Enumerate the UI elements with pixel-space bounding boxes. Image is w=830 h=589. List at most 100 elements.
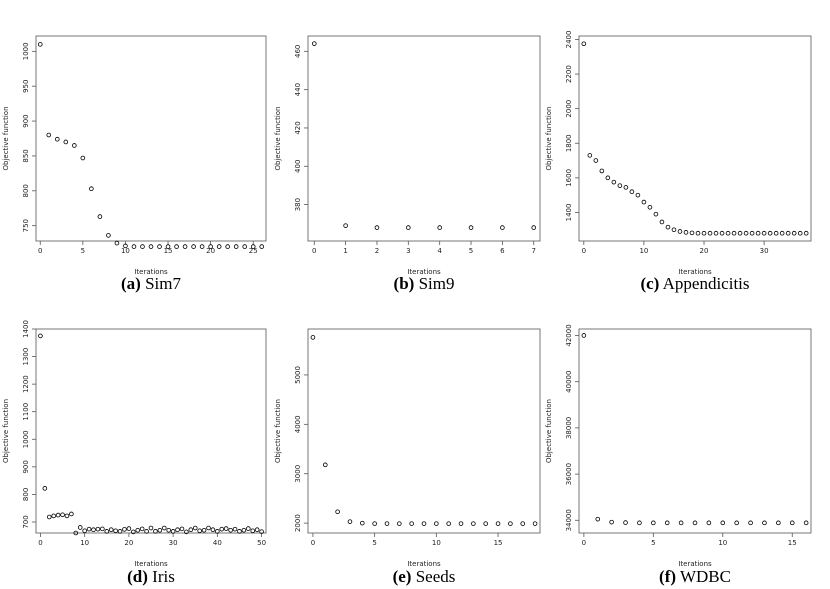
x-tick-label: 30	[760, 247, 769, 255]
x-tick-label: 0	[582, 247, 586, 255]
panel-letter: (e)	[393, 567, 412, 586]
data-point	[664, 520, 670, 526]
panel-name: WDBC	[676, 567, 731, 586]
data-point	[123, 243, 128, 249]
data-point	[54, 136, 60, 142]
x-tick-label: 0	[582, 539, 586, 547]
panel-wdbc: 0 5 10 15 34000 36000 38000 40000 42000 Iteration…	[545, 324, 812, 586]
x-axis-label: Iterations	[678, 268, 712, 276]
data-point	[148, 244, 154, 249]
data-point	[713, 230, 719, 236]
data-point	[191, 244, 196, 249]
data-point	[182, 244, 188, 249]
y-tick-label: 38000	[565, 417, 573, 439]
data-point	[170, 529, 176, 534]
y-tick-label: 1200	[22, 375, 30, 393]
data-point	[678, 520, 684, 526]
y-tick-label: 900	[22, 460, 30, 473]
x-axis-label: Iterations	[134, 268, 168, 276]
data-point	[311, 41, 317, 46]
y-tick-label: 1000	[22, 430, 30, 448]
data-point	[148, 525, 154, 531]
data-point	[153, 529, 158, 534]
data-point	[37, 42, 43, 47]
data-point	[397, 521, 402, 526]
data-point	[184, 529, 189, 535]
data-point	[241, 527, 247, 533]
data-point	[46, 132, 52, 138]
data-point	[63, 139, 69, 145]
y-tick-label: 1000	[22, 42, 30, 60]
data-point	[581, 333, 587, 338]
data-point	[114, 240, 120, 246]
data-point	[706, 520, 712, 526]
data-point	[55, 512, 61, 518]
data-point	[720, 520, 726, 526]
data-point	[60, 512, 65, 518]
data-point	[446, 521, 451, 526]
data-point	[161, 525, 167, 531]
data-point	[140, 244, 145, 249]
data-point	[51, 513, 56, 519]
data-point	[755, 230, 761, 236]
data-point	[80, 155, 86, 161]
x-tick-label: 5	[81, 247, 85, 255]
data-point	[250, 528, 256, 534]
panel-caption: (d) Iris	[127, 567, 175, 586]
data-point	[406, 225, 411, 230]
x-tick-label: 10	[121, 247, 130, 255]
y-tick-label: 5000	[294, 366, 302, 384]
data-point	[246, 526, 251, 531]
y-tick-label: 1400	[565, 204, 573, 222]
panel-caption: (b) Sim9	[394, 274, 455, 293]
data-point	[97, 214, 103, 219]
data-point	[73, 530, 79, 536]
data-point	[77, 525, 83, 530]
data-point	[629, 189, 635, 194]
x-tick-label: 10	[639, 247, 648, 255]
data-point	[206, 525, 211, 531]
y-tick-label: 1300	[22, 348, 30, 366]
data-point	[483, 521, 489, 526]
data-point	[225, 244, 230, 249]
y-axis-label: Objective function	[274, 106, 282, 170]
data-point	[131, 244, 137, 249]
data-point	[671, 227, 677, 233]
x-tick-label: 7	[531, 247, 535, 255]
data-point	[335, 509, 340, 515]
panel-name: Appendicitis	[659, 274, 749, 293]
x-tick-label: 4	[437, 247, 442, 255]
data-point	[743, 230, 749, 236]
panel-sim9: 0 1 2 3 4 5 6 7 380 400 420 440 460 Iterations Objecti…	[274, 35, 541, 293]
data-point	[611, 179, 617, 185]
x-tick-label: 15	[788, 539, 797, 547]
y-tick-label: 40000	[565, 371, 573, 393]
data-point	[471, 521, 476, 526]
plot-frame	[578, 328, 812, 534]
x-tick-label: 30	[169, 539, 178, 547]
data-point	[113, 528, 118, 534]
data-point	[677, 229, 683, 234]
data-point	[131, 529, 136, 535]
y-tick-label: 440	[294, 83, 302, 96]
data-point	[144, 529, 149, 534]
panel-caption: (f) WDBC	[659, 567, 731, 586]
y-tick-label: 950	[22, 80, 30, 93]
data-point	[72, 143, 77, 148]
data-point	[785, 230, 791, 236]
data-point	[737, 230, 743, 236]
data-point	[322, 462, 328, 468]
data-point	[104, 529, 110, 534]
data-point	[166, 527, 171, 533]
panel-name: Sim9	[414, 274, 454, 293]
data-point	[458, 521, 464, 526]
plot-frame	[35, 35, 267, 242]
y-tick-label: 420	[294, 121, 302, 134]
y-tick-label: 380	[294, 198, 302, 211]
data-point	[734, 520, 739, 526]
x-tick-label: 20	[700, 247, 709, 255]
data-point	[434, 521, 439, 526]
data-point	[659, 219, 665, 225]
plot-frame	[35, 328, 267, 534]
plot-frame	[307, 328, 541, 534]
